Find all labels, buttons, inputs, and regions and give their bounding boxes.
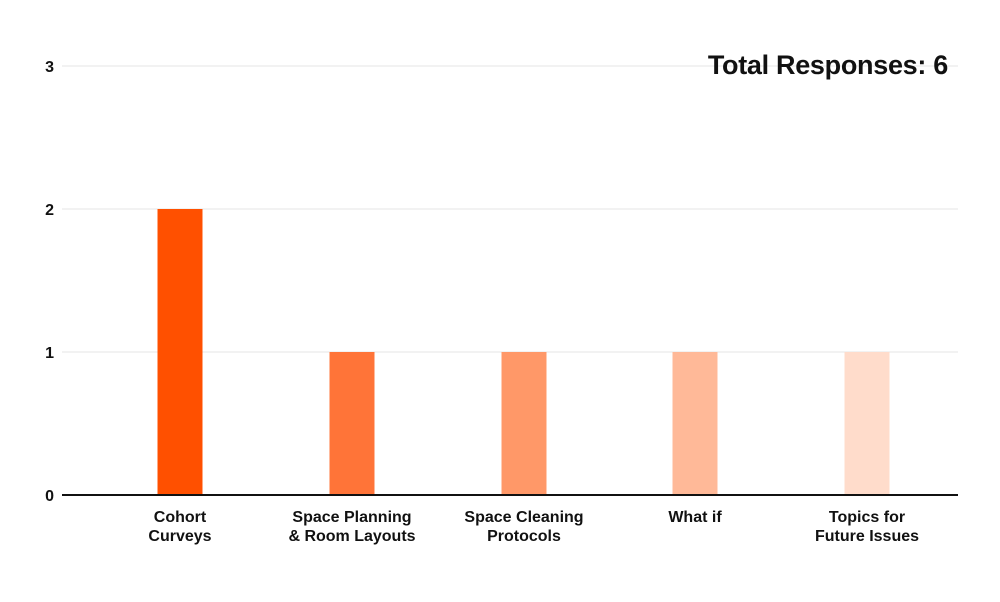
- x-tick-label: Space Cleaning: [464, 509, 583, 526]
- y-tick-label: 1: [45, 345, 54, 362]
- x-tick-label: Cohort: [154, 509, 207, 526]
- x-tick-label: Protocols: [487, 528, 561, 545]
- y-tick-label: 0: [45, 488, 54, 505]
- x-tick-label: & Room Layouts: [288, 528, 415, 545]
- bar: [844, 352, 890, 495]
- bar: [329, 352, 375, 495]
- x-tick-label: Space Planning: [292, 509, 411, 526]
- x-tick-label: Curveys: [148, 528, 211, 545]
- total-responses-label: Total Responses: 6: [707, 50, 948, 80]
- bar: [501, 352, 547, 495]
- x-tick-label: Future Issues: [815, 528, 919, 545]
- y-tick-label: 2: [45, 202, 54, 219]
- x-tick-label: Topics for: [829, 509, 905, 526]
- bar: [672, 352, 718, 495]
- y-tick-label: 3: [45, 59, 54, 76]
- bar: [157, 209, 203, 495]
- x-tick-label: What if: [668, 509, 722, 526]
